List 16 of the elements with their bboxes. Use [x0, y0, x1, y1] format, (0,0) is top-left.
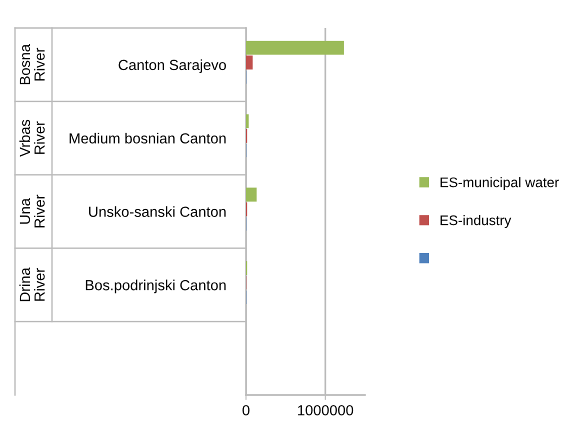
y-tick-label: Canton Sarajevo [118, 59, 226, 74]
bar [246, 188, 257, 202]
bar [246, 114, 249, 128]
text: Una River [20, 194, 45, 228]
bar [246, 40, 344, 55]
text: Drina River [19, 267, 45, 302]
y-tick-label: Medium bosnian Canton [70, 132, 226, 144]
bar [246, 56, 253, 70]
x-tick-label: 0 [242, 405, 250, 416]
text: Bosna River [20, 44, 45, 84]
y-tick-label: Bos.podrinjski Canton [86, 280, 226, 294]
y-tick-label: Unsko-sanski Canton [89, 206, 226, 217]
text: Vrbas River [19, 120, 45, 157]
legend-label: ES-industry [440, 215, 512, 228]
legend-label: ES-municipal water [440, 177, 559, 190]
x-tick-label: 1000000 [298, 405, 354, 416]
